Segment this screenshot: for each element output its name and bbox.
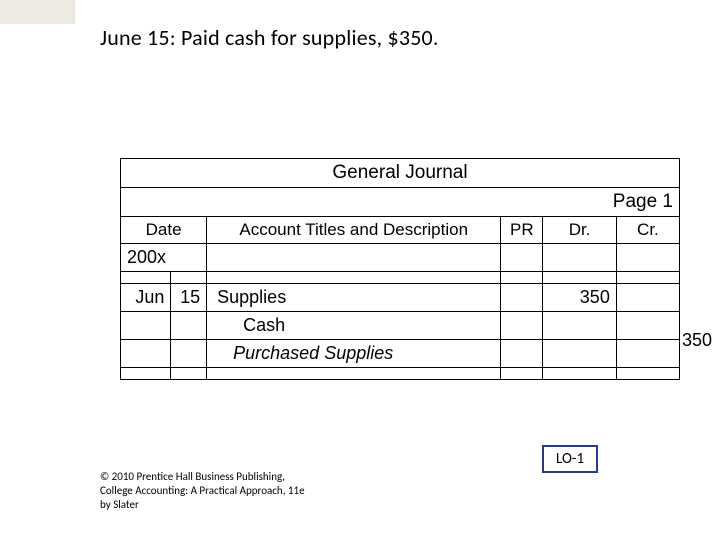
month-cell: Jun	[121, 284, 171, 312]
cell	[501, 340, 543, 368]
dr-cell	[543, 312, 617, 340]
journal-table-container: General Journal Page 1 Date Account Titl…	[120, 158, 680, 380]
cell	[616, 244, 679, 272]
column-header-row: Date Account Titles and Description PR D…	[121, 217, 680, 244]
col-desc-header: Account Titles and Description	[207, 217, 501, 244]
entry-row: Cash	[121, 312, 680, 340]
corner-decoration	[0, 0, 75, 24]
cell	[501, 244, 543, 272]
year-cell: 200x	[121, 244, 207, 272]
month-cell	[121, 312, 171, 340]
cr-cell	[616, 284, 679, 312]
cell	[121, 340, 171, 368]
col-cr-header: Cr.	[616, 217, 679, 244]
cr-cell	[616, 312, 679, 340]
entry-row: Jun 15 Supplies 350	[121, 284, 680, 312]
general-journal-table: General Journal Page 1 Date Account Titl…	[120, 158, 680, 380]
explanation-cell: Purchased Supplies	[207, 340, 501, 368]
copyright-text: © 2010 Prentice Hall Business Publishing…	[100, 470, 310, 511]
spacer-row	[121, 368, 680, 380]
cell	[543, 244, 617, 272]
pr-cell	[501, 284, 543, 312]
page-label: Page 1	[121, 188, 680, 217]
slide: June 15: Paid cash for supplies, $350. G…	[0, 0, 720, 540]
account-cell: Supplies	[207, 284, 501, 312]
cell	[543, 340, 617, 368]
learning-objective-badge: LO-1	[542, 445, 598, 473]
col-dr-header: Dr.	[543, 217, 617, 244]
cell	[171, 340, 207, 368]
explanation-row: Purchased Supplies	[121, 340, 680, 368]
cell	[616, 340, 679, 368]
year-row: 200x	[121, 244, 680, 272]
slide-title: June 15: Paid cash for supplies, $350.	[100, 24, 439, 51]
cr-overflow-value: 350	[682, 330, 712, 351]
day-cell: 15	[171, 284, 207, 312]
pr-cell	[501, 312, 543, 340]
spacer-row	[121, 272, 680, 284]
cell	[207, 244, 501, 272]
page-row: Page 1	[121, 188, 680, 217]
col-date-header: Date	[121, 217, 207, 244]
account-cell: Cash	[207, 312, 501, 340]
table-title-row: General Journal	[121, 159, 680, 188]
day-cell	[171, 312, 207, 340]
col-pr-header: PR	[501, 217, 543, 244]
journal-heading: General Journal	[121, 159, 680, 188]
dr-cell: 350	[543, 284, 617, 312]
